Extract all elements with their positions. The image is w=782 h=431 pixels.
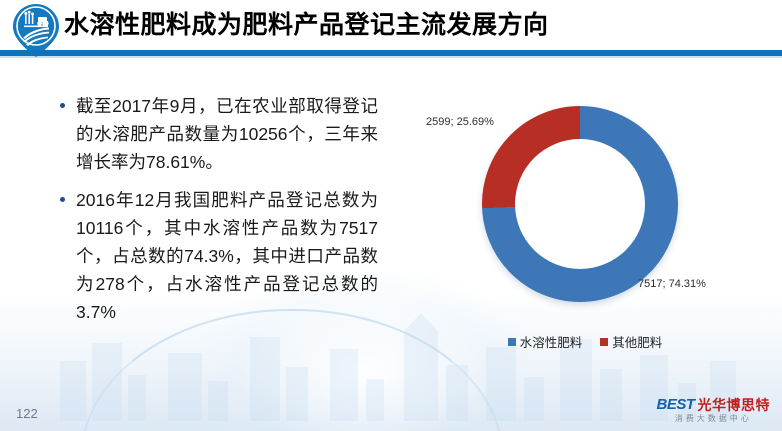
donut-hole <box>515 139 645 269</box>
title-underline-rule <box>0 50 782 56</box>
legend-item-water-soluble: 水溶性肥料 <box>507 332 583 351</box>
bullet-item-2: 2016年12月我国肥料产品登记总数为 10116个，其中水溶性产品数为7517… <box>58 186 378 326</box>
agriculture-location-pin-icon <box>13 4 59 57</box>
legend-label: 其他肥料 <box>612 336 663 350</box>
legend-swatch-icon <box>507 337 516 346</box>
donut-chart: 2599; 25.69% 7517; 74.31% 水溶性肥料 其他肥料 <box>392 88 778 368</box>
brand-row: BEST 光华博思特 <box>656 397 770 412</box>
brand-mark: BEST <box>656 396 695 413</box>
legend-item-other: 其他肥料 <box>600 332 662 351</box>
data-label-other-fertilizer: 2599; 25.69% <box>426 116 494 128</box>
title-underline-rule-soft <box>0 56 782 58</box>
page-title: 水溶性肥料成为肥料产品登记主流发展方向 <box>64 11 549 39</box>
donut-graphic <box>482 106 678 302</box>
page-number: 122 <box>16 406 38 421</box>
brand-subtitle: 消费大数据中心 <box>674 414 752 423</box>
data-label-water-soluble-fertilizer: 7517; 74.31% <box>638 278 706 290</box>
bullet-list: 截至2017年9月，已在农业部取得登记的水溶肥产品数量为10256个，三年来增长… <box>58 92 378 336</box>
legend-label: 水溶性肥料 <box>519 336 583 350</box>
brand-name: 光华博思特 <box>697 396 770 413</box>
chart-legend: 水溶性肥料 其他肥料 <box>392 332 778 351</box>
slide-header: 水溶性肥料成为肥料产品登记主流发展方向 <box>0 0 782 58</box>
brand-logo: BEST 光华博思特 消费大数据中心 <box>656 397 770 423</box>
legend-swatch-icon <box>600 337 609 346</box>
bullet-item-1: 截至2017年9月，已在农业部取得登记的水溶肥产品数量为10256个，三年来增长… <box>58 92 378 176</box>
